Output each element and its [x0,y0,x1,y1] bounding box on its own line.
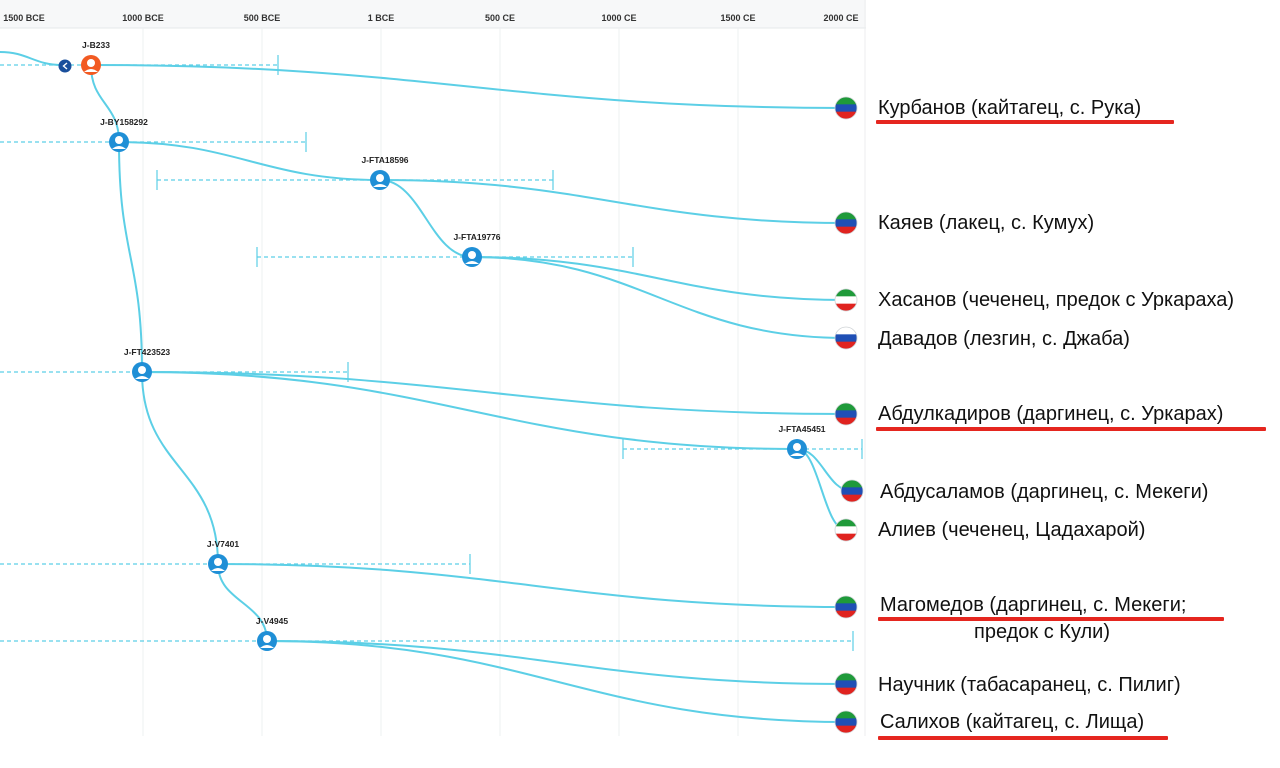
red-underline-highlight [878,617,1224,621]
haplogroup-node-label: J-FT423523 [124,347,171,357]
lineage-branch [90,64,847,109]
lineage-branch [90,64,120,143]
timeline-tick-label: 1500 BCE [3,13,45,23]
lineage-branch [471,256,847,339]
flag-dagestan-icon [834,672,858,696]
person-icon [376,174,384,182]
flag-dagestan-icon [840,479,864,503]
person-name-label-continued: предок с Кули) [974,621,1111,643]
lineage-branch [118,141,143,373]
timeline-tick-label: 1000 CE [601,13,636,23]
person-name-label: Каяев (лакец, с. Кумух) [878,212,1095,234]
lineage-branch [471,256,847,301]
flag-dagestan-icon [834,402,858,426]
haplogroup-node[interactable]: J-V4945 [256,616,288,651]
lineage-branch [266,640,847,685]
flag-chechnya-icon [834,288,858,312]
person-name-label: Салихов (кайтагец, с. Лища) [880,711,1145,733]
lineage-branch [141,371,847,415]
lineage-branch [379,179,473,258]
lineage-branch [379,179,847,224]
person-name-label: Давадов (лезгин, с. Джаба) [878,328,1130,350]
flag-dagestan-icon [834,710,858,734]
person-icon [138,366,146,374]
haplogroup-node-label: J-BY158292 [100,117,148,127]
timeline-tick-label: 1000 BCE [122,13,164,23]
timeline-tick-label: 1500 CE [720,13,755,23]
collapse-arrow-icon[interactable] [58,59,72,73]
lineage-branch [266,640,847,723]
haplogroup-node-label: J-FTA18596 [361,155,408,165]
lineage-branch [217,563,847,608]
haplogroup-node-label: J-FTA19776 [453,232,500,242]
flag-russia-icon [834,326,858,350]
red-underline-highlight [878,736,1168,740]
red-underline-highlight [876,427,1266,431]
person-name-label: Алиев (чеченец, Цадахарой) [878,519,1146,541]
haplogroup-node-label: J-V7401 [207,539,239,549]
timeline-header [0,0,866,28]
person-icon [263,635,271,643]
person-name-label: Хасанов (чеченец, предок с Уркараха) [878,289,1235,311]
person-icon [115,136,123,144]
haplogroup-node-label: J-V4945 [256,616,288,626]
person-icon [468,251,476,259]
person-name-label: Абдусаламов (даргинец, с. Мекеги) [880,481,1209,503]
haplogroup-node[interactable]: J-FTA19776 [453,232,501,267]
haplogroup-node[interactable]: J-V7401 [207,539,239,574]
chevron-left-icon [62,62,68,70]
person-name-label: Курбанов (кайтагец, с. Рука) [878,97,1142,119]
flag-dagestan-icon [834,96,858,120]
haplogroup-node[interactable]: J-FTA18596 [361,155,409,190]
person-icon [214,558,222,566]
person-name-label: Абдулкадиров (даргинец, с. Уркарах) [878,403,1224,425]
haplogroup-node-label: J-FTA45451 [778,424,825,434]
haplogroup-node[interactable]: J-FTA45451 [778,424,826,459]
haplogroup-node[interactable]: J-FT423523 [124,347,171,382]
timeline-tick-label: 500 BCE [244,13,281,23]
person-icon [87,59,95,67]
lineage-branch [141,371,798,450]
person-name-label: Магомедов (даргинец, с. Мекеги; [880,594,1187,616]
lineage-branch [0,51,63,66]
timeline-tick-label: 500 CE [485,13,515,23]
timeline-tick-label: 1 BCE [368,13,395,23]
lineage-branch [141,371,219,565]
timeline-tick-label: 2000 CE [823,13,858,23]
lineage-branch [217,563,268,642]
lineage-branch [118,141,381,181]
haplogroup-node[interactable]: J-BY158292 [100,117,148,152]
haplogroup-node-label: J-B233 [82,40,110,50]
haplogroup-node[interactable]: J-B233 [81,40,110,75]
red-underline-highlight [876,120,1174,124]
flag-dagestan-icon [834,211,858,235]
person-icon [793,443,801,451]
person-name-label: Научник (табасаранец, с. Пилиг) [878,674,1181,696]
flag-chechnya-icon [834,518,858,542]
lineage-branch [796,448,847,531]
flag-dagestan-icon [834,595,858,619]
